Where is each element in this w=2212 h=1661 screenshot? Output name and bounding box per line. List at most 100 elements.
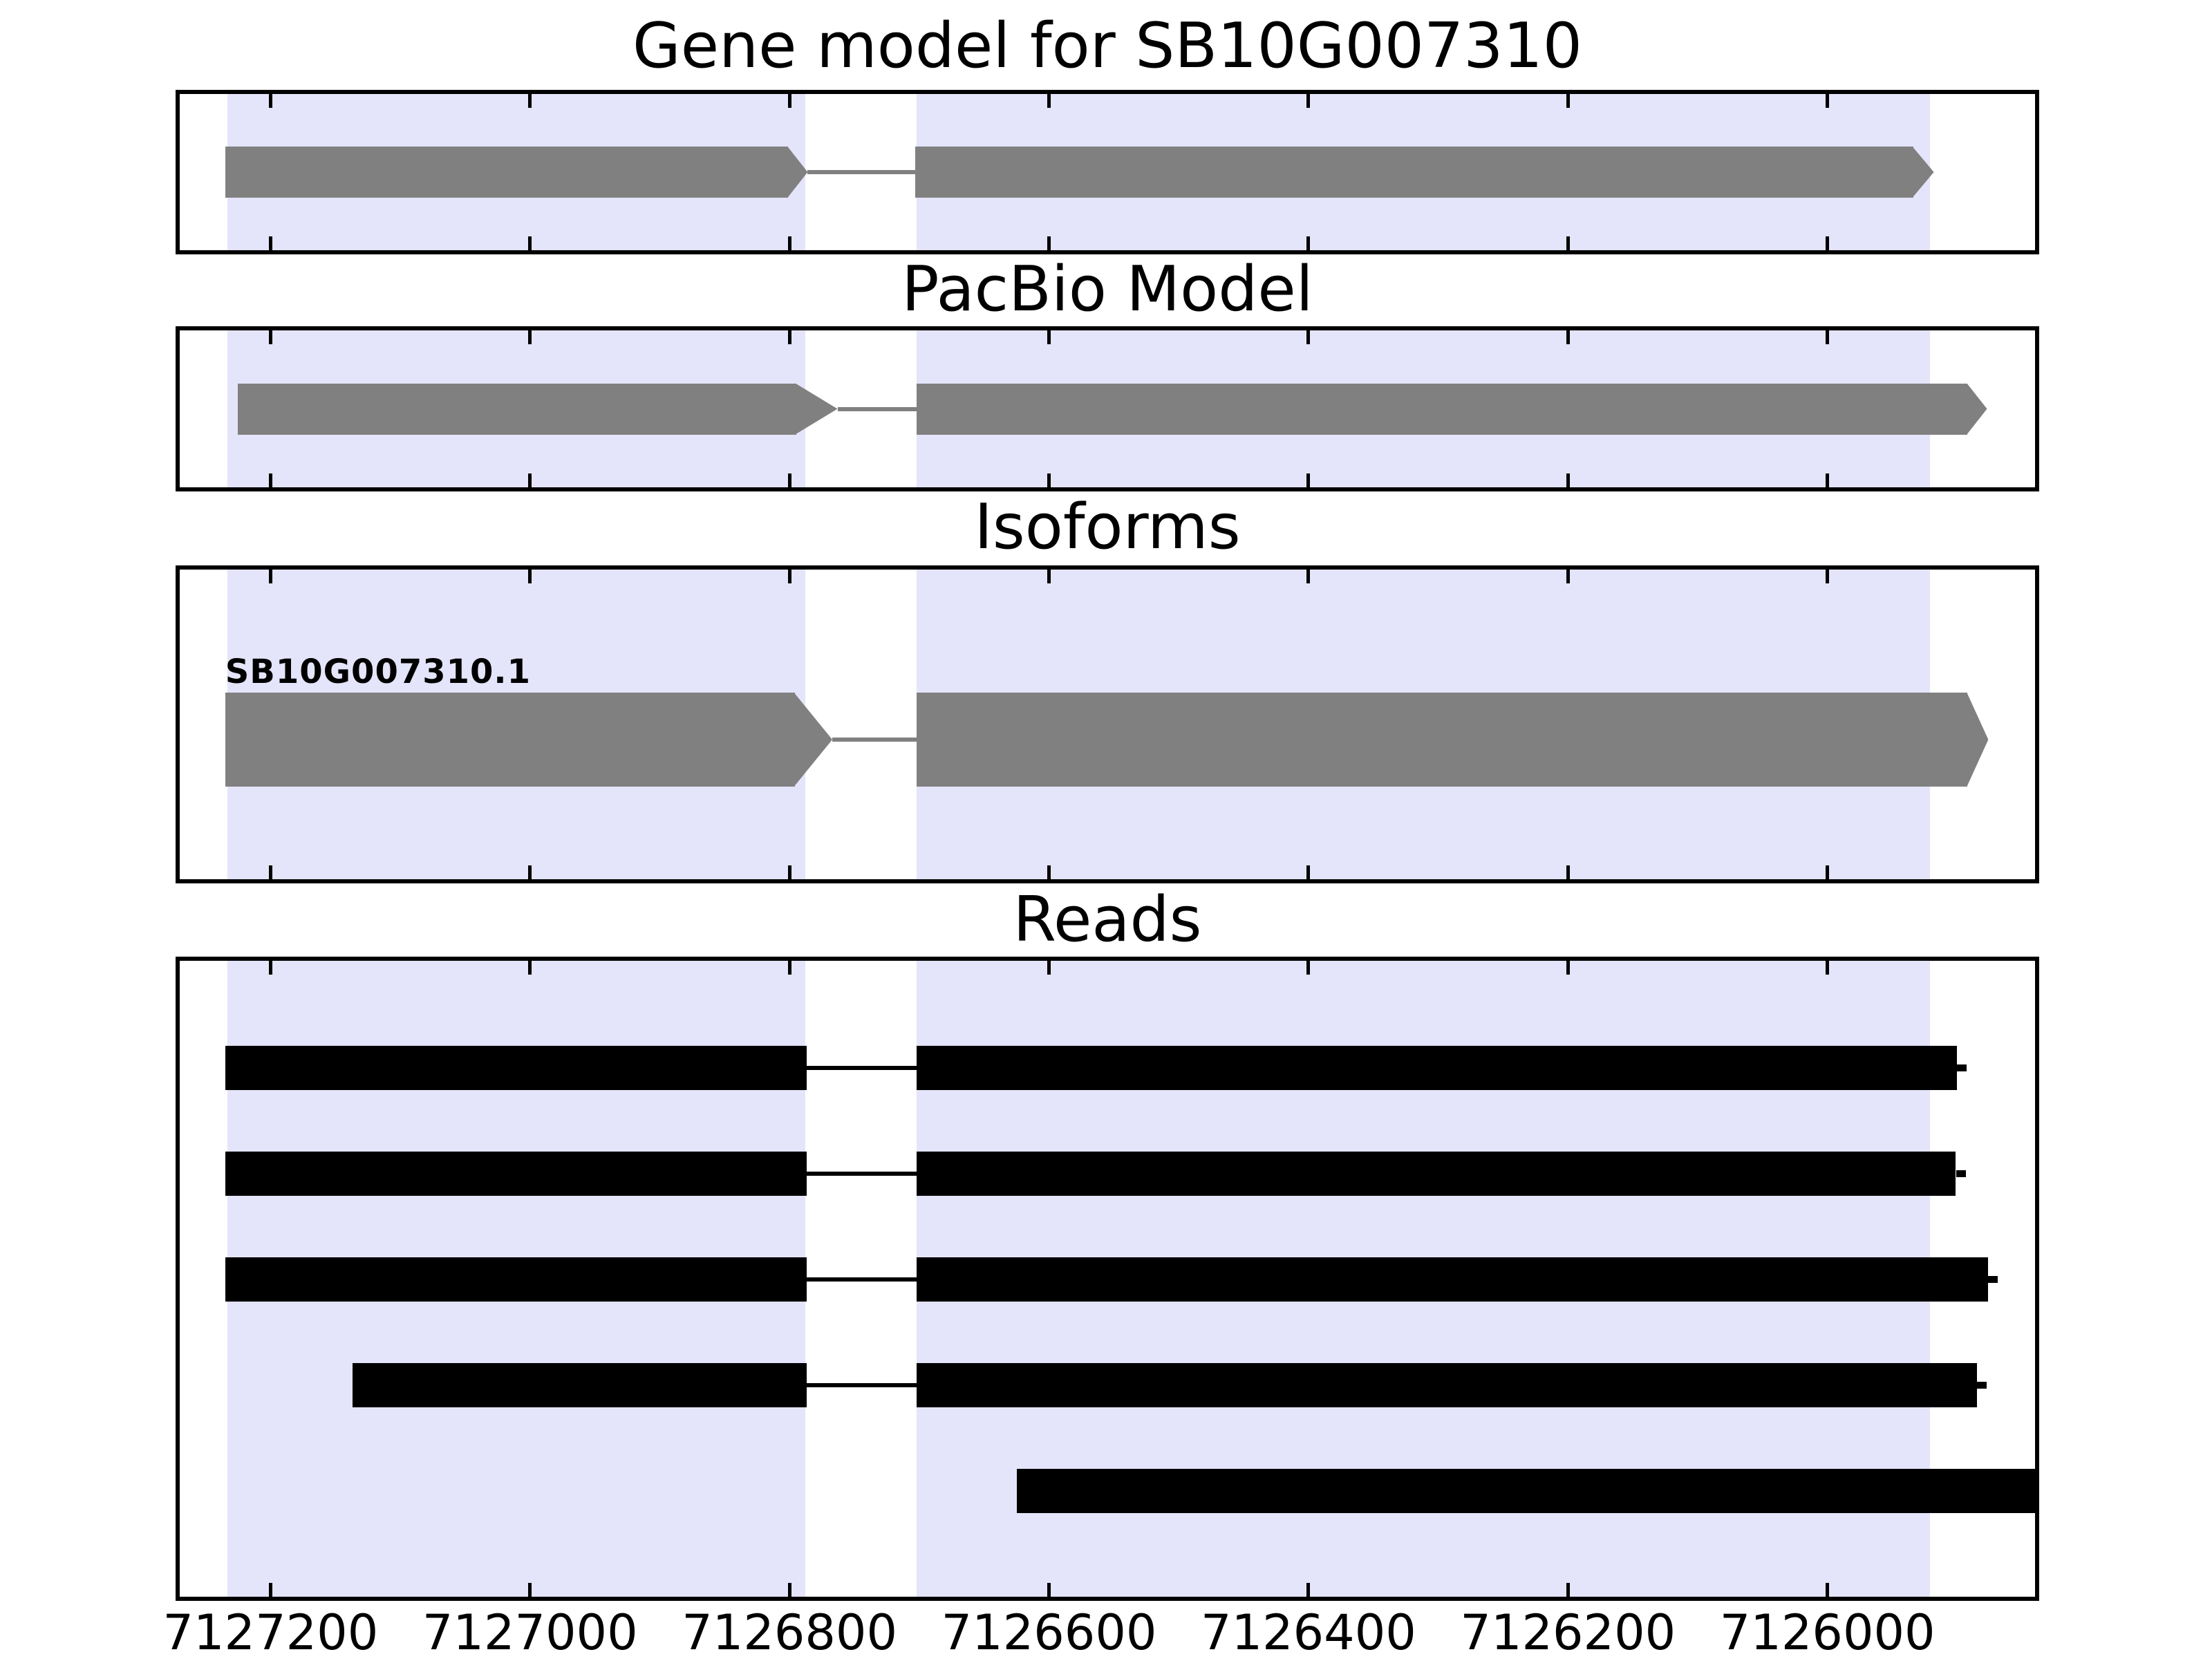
read-block	[917, 1257, 1989, 1302]
read-gap-line	[806, 1172, 917, 1176]
exon-segment	[238, 383, 796, 435]
axis-tick	[1047, 570, 1051, 583]
x-tick-label: 7126400	[1201, 1604, 1416, 1661]
axis-tick	[1566, 961, 1570, 975]
axis-tick	[1566, 330, 1570, 344]
axis-tick	[1047, 1583, 1051, 1597]
axis-tick	[1047, 865, 1051, 879]
axis-tick	[1047, 236, 1051, 250]
axis-tick	[1306, 94, 1311, 108]
axis-tick	[1826, 236, 1830, 250]
exon-segment	[915, 147, 1913, 198]
axis-tick	[268, 94, 272, 108]
axis-tick	[528, 961, 532, 975]
axis-tick	[528, 236, 532, 250]
read-gap-line	[806, 1383, 917, 1387]
axis-tick	[528, 473, 532, 487]
axis-tick	[1566, 1583, 1570, 1597]
exon-segment	[225, 693, 795, 787]
exon-segment	[225, 147, 789, 198]
axis-tick	[268, 961, 272, 975]
axis-tick	[787, 330, 791, 344]
exon-arrowhead	[1967, 693, 1989, 787]
axis-tick	[1047, 961, 1051, 975]
axis-tick	[1306, 865, 1311, 879]
read-end-marker	[1957, 1064, 1967, 1071]
x-tick-label: 7126200	[1460, 1604, 1676, 1661]
axis-tick	[1826, 1583, 1830, 1597]
read-block	[225, 1257, 807, 1302]
axis-tick	[787, 473, 791, 487]
axis-tick	[1306, 330, 1311, 344]
axis-tick	[268, 865, 272, 879]
track-panel-gene-model	[176, 90, 2039, 254]
read-block	[917, 1046, 1958, 1090]
panel-title-isoforms: Isoforms	[974, 491, 1241, 563]
axis-tick	[1566, 865, 1570, 879]
axis-tick	[1566, 473, 1570, 487]
axis-tick	[268, 330, 272, 344]
axis-tick	[1047, 330, 1051, 344]
axis-tick	[1826, 865, 1830, 879]
axis-tick	[528, 865, 532, 879]
read-end-marker	[1988, 1276, 1998, 1283]
axis-tick	[1826, 94, 1830, 108]
x-tick-label: 7126000	[1719, 1604, 1936, 1661]
axis-tick	[1826, 473, 1830, 487]
x-tick-label: 7126600	[941, 1604, 1157, 1661]
track-panel-reads	[176, 957, 2039, 1601]
axis-tick	[528, 94, 532, 108]
read-block	[917, 1363, 1977, 1407]
panel-title-gene-model: Gene model for SB10G007310	[632, 10, 1583, 82]
axis-tick	[268, 570, 272, 583]
axis-tick	[268, 236, 272, 250]
axis-tick	[1306, 1583, 1311, 1597]
axis-tick	[1826, 330, 1830, 344]
axis-tick	[268, 1583, 272, 1597]
panel-title-pacbio-model: PacBio Model	[901, 253, 1313, 326]
x-tick-label: 7126800	[682, 1604, 898, 1661]
intron-line	[837, 406, 917, 411]
intron-line	[807, 170, 916, 174]
axis-tick	[787, 236, 791, 250]
read-gap-line	[806, 1277, 917, 1282]
track-panel-pacbio-model	[176, 326, 2039, 491]
axis-tick	[787, 94, 791, 108]
axis-tick	[528, 1583, 532, 1597]
read-end-marker	[1976, 1382, 1987, 1389]
axis-tick	[1306, 236, 1311, 250]
axis-tick	[787, 570, 791, 583]
axis-tick	[1566, 236, 1570, 250]
isoform-label: SB10G007310.1	[225, 653, 532, 691]
axis-tick	[1566, 570, 1570, 583]
panel-title-reads: Reads	[1013, 883, 1202, 956]
read-block	[225, 1152, 807, 1196]
axis-tick	[1306, 961, 1311, 975]
axis-tick	[1047, 473, 1051, 487]
exon-arrowhead	[1967, 383, 1987, 435]
axis-tick	[787, 961, 791, 975]
read-block	[917, 1152, 1956, 1196]
read-block	[1016, 1469, 2035, 1513]
x-tick-label: 7127200	[162, 1604, 379, 1661]
axis-tick	[787, 1583, 791, 1597]
read-end-marker	[1956, 1170, 1966, 1177]
intron-line	[832, 738, 917, 742]
x-tick-label: 7127000	[422, 1604, 638, 1661]
axis-tick	[528, 330, 532, 344]
axis-tick	[1826, 961, 1830, 975]
read-block	[225, 1046, 807, 1090]
exon-arrowhead	[794, 693, 833, 787]
read-gap-line	[806, 1066, 917, 1070]
axis-tick	[1306, 473, 1311, 487]
axis-tick	[1566, 94, 1570, 108]
axis-tick	[787, 865, 791, 879]
axis-tick	[528, 570, 532, 583]
axis-tick	[1306, 570, 1311, 583]
track-panel-isoforms: SB10G007310.1	[176, 565, 2039, 883]
axis-tick	[1826, 570, 1830, 583]
read-block	[352, 1363, 807, 1407]
axis-tick	[1047, 94, 1051, 108]
exon-segment	[917, 693, 1968, 787]
